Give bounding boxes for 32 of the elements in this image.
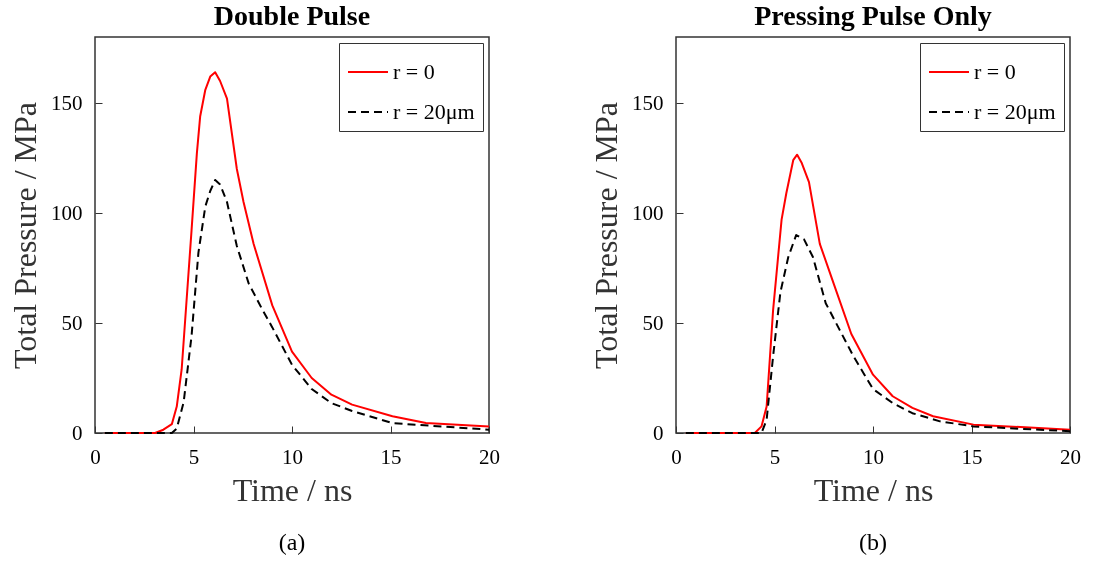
y-tick-label: 150	[632, 90, 664, 115]
x-tick-label: 20	[1060, 444, 1081, 469]
y-tick-label: 0	[72, 420, 83, 445]
text: (a)	[278, 529, 306, 555]
y-axis-title: Total Pressure / MPa	[7, 101, 43, 370]
x-tick-label: 5	[188, 444, 200, 469]
x-tick-label: 15	[961, 444, 983, 469]
y-tick-label: 100	[632, 200, 664, 225]
text: (b)	[859, 529, 887, 555]
y-tick-label: 150	[51, 90, 83, 115]
y-axis-title: Total Pressure / MPa	[588, 101, 624, 370]
legend-label: r = 20μm	[974, 99, 1056, 124]
line-series	[103, 179, 490, 434]
legend-label: r = 0	[974, 59, 1016, 84]
x-tick-label: 0	[90, 444, 101, 469]
y-tick-label: 50	[642, 310, 664, 335]
line-series	[684, 234, 1071, 434]
legend-label: r = 0	[393, 59, 435, 84]
y-tick-label: 0	[653, 420, 664, 445]
x-axis-title: Time / ns	[232, 471, 353, 508]
x-tick-label: 10	[282, 444, 303, 469]
x-tick-label: 5	[769, 444, 781, 469]
chart-title: Pressing Pulse Only	[754, 0, 992, 31]
y-tick-label: 100	[51, 200, 83, 225]
legend-label: r = 20μm	[393, 99, 475, 124]
x-tick-label: 10	[863, 444, 884, 469]
y-tick-label: 50	[61, 310, 83, 335]
x-axis-title: Time / ns	[813, 471, 934, 508]
chart-title: Double Pulse	[213, 0, 371, 31]
x-tick-label: 15	[380, 444, 402, 469]
x-tick-label: 0	[671, 444, 682, 469]
x-tick-label: 20	[479, 444, 500, 469]
